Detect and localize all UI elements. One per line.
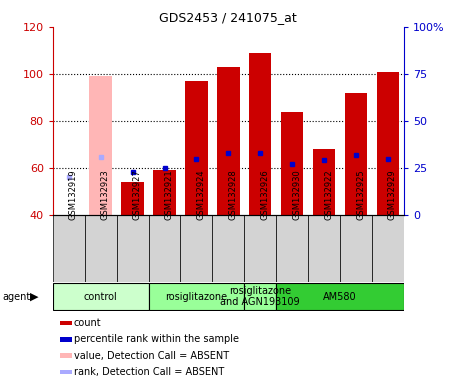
Bar [60, 353, 72, 358]
Bar [340, 215, 372, 282]
Bar [90, 76, 112, 215]
Bar [153, 170, 176, 215]
Text: value, Detection Call = ABSENT: value, Detection Call = ABSENT [74, 351, 229, 361]
Text: GSM132929: GSM132929 [388, 170, 397, 220]
Bar [185, 81, 207, 215]
Text: percentile rank within the sample: percentile rank within the sample [74, 334, 239, 344]
Bar [180, 215, 213, 282]
Bar [117, 215, 149, 282]
Bar [149, 215, 180, 282]
Bar [213, 215, 244, 282]
Bar [345, 93, 367, 215]
Bar [244, 215, 276, 282]
Text: GSM132928: GSM132928 [229, 170, 237, 220]
Bar [60, 370, 72, 374]
Text: GSM132924: GSM132924 [196, 170, 206, 220]
Text: count: count [74, 318, 101, 328]
Text: control: control [84, 291, 118, 302]
Bar [313, 149, 335, 215]
Text: GSM132921: GSM132921 [164, 170, 174, 220]
Text: GSM132919: GSM132919 [69, 170, 78, 220]
Bar [85, 215, 117, 282]
Text: agent: agent [2, 291, 31, 302]
Bar [122, 182, 144, 215]
Text: GSM132926: GSM132926 [260, 170, 269, 220]
Bar [60, 321, 72, 325]
Text: GSM132927: GSM132927 [133, 170, 141, 220]
Bar [60, 337, 72, 342]
Bar [372, 215, 404, 282]
Text: GSM132923: GSM132923 [101, 170, 110, 220]
Bar [308, 215, 340, 282]
Bar [149, 283, 244, 310]
Text: rosiglitazone: rosiglitazone [165, 291, 228, 302]
Bar [377, 71, 399, 215]
Text: AM580: AM580 [323, 291, 357, 302]
Text: rosiglitazone
and AGN193109: rosiglitazone and AGN193109 [220, 286, 300, 308]
Bar [276, 215, 308, 282]
Title: GDS2453 / 241075_at: GDS2453 / 241075_at [159, 11, 297, 24]
Bar [249, 53, 271, 215]
Text: rank, Detection Call = ABSENT: rank, Detection Call = ABSENT [74, 367, 224, 377]
Bar [281, 112, 303, 215]
Bar [53, 283, 149, 310]
Text: GSM132925: GSM132925 [356, 170, 365, 220]
Text: GSM132930: GSM132930 [292, 170, 301, 220]
Bar [53, 215, 85, 282]
Bar [217, 67, 240, 215]
Text: ▶: ▶ [30, 291, 39, 302]
Bar [276, 283, 404, 310]
Text: GSM132922: GSM132922 [324, 170, 333, 220]
Bar [244, 283, 276, 310]
